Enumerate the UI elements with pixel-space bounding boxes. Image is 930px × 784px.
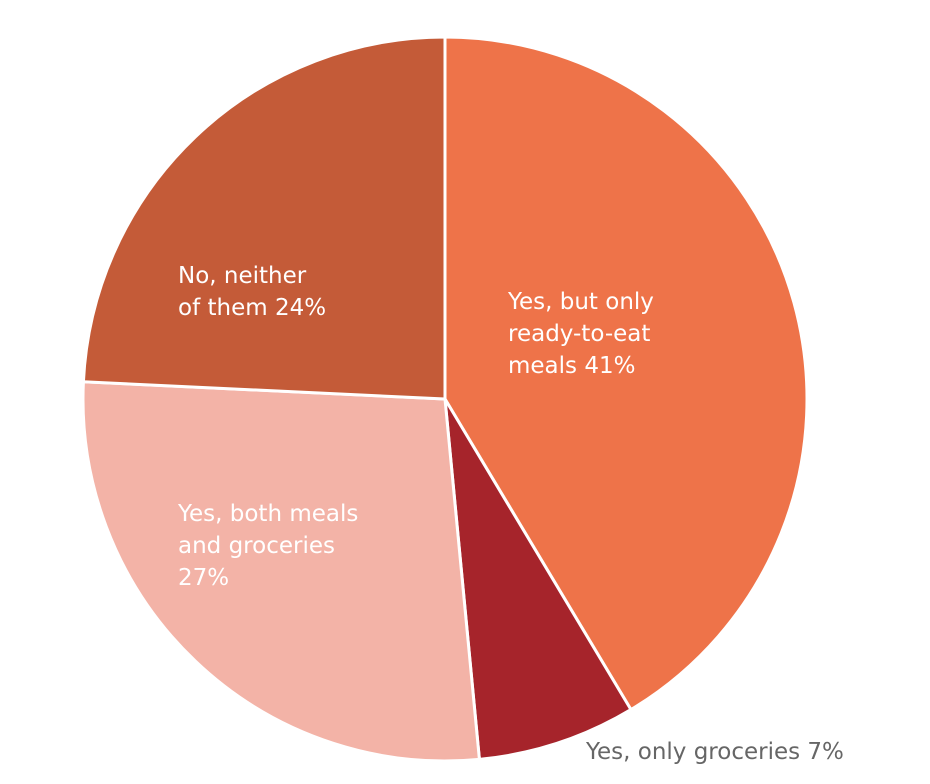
slice-label-line: and groceries [178, 533, 335, 559]
pie-slice-1 [443, 35, 809, 712]
pie-slice-3 [81, 380, 481, 763]
slice-label-1: Yes, but only ready-to-eat meals 41% [507, 289, 654, 379]
pie-slice-2 [443, 397, 633, 761]
slice-label-line: Yes, both meals [177, 501, 358, 527]
slice-label-line: ready-to-eat [508, 321, 650, 347]
slice-label-line: of them 24% [178, 295, 326, 321]
slice-label-line: Yes, only groceries 7% [585, 739, 844, 765]
slice-label-line: meals 41% [508, 353, 635, 379]
pie-slice-4 [81, 35, 447, 401]
slice-label-line: No, neither [178, 263, 307, 289]
slice-label-4: No, neither of them 24% [178, 263, 326, 321]
pie-labels: Yes, but only ready-to-eat meals 41% Yes, o… [177, 263, 844, 765]
slice-label-line: Yes, but only [507, 289, 654, 315]
slice-label-2: Yes, only groceries 7% [585, 739, 844, 765]
pie-slices [81, 35, 809, 763]
slice-label-3: Yes, both meals and groceries 27% [177, 501, 358, 591]
slice-label-line: 27% [178, 565, 229, 591]
